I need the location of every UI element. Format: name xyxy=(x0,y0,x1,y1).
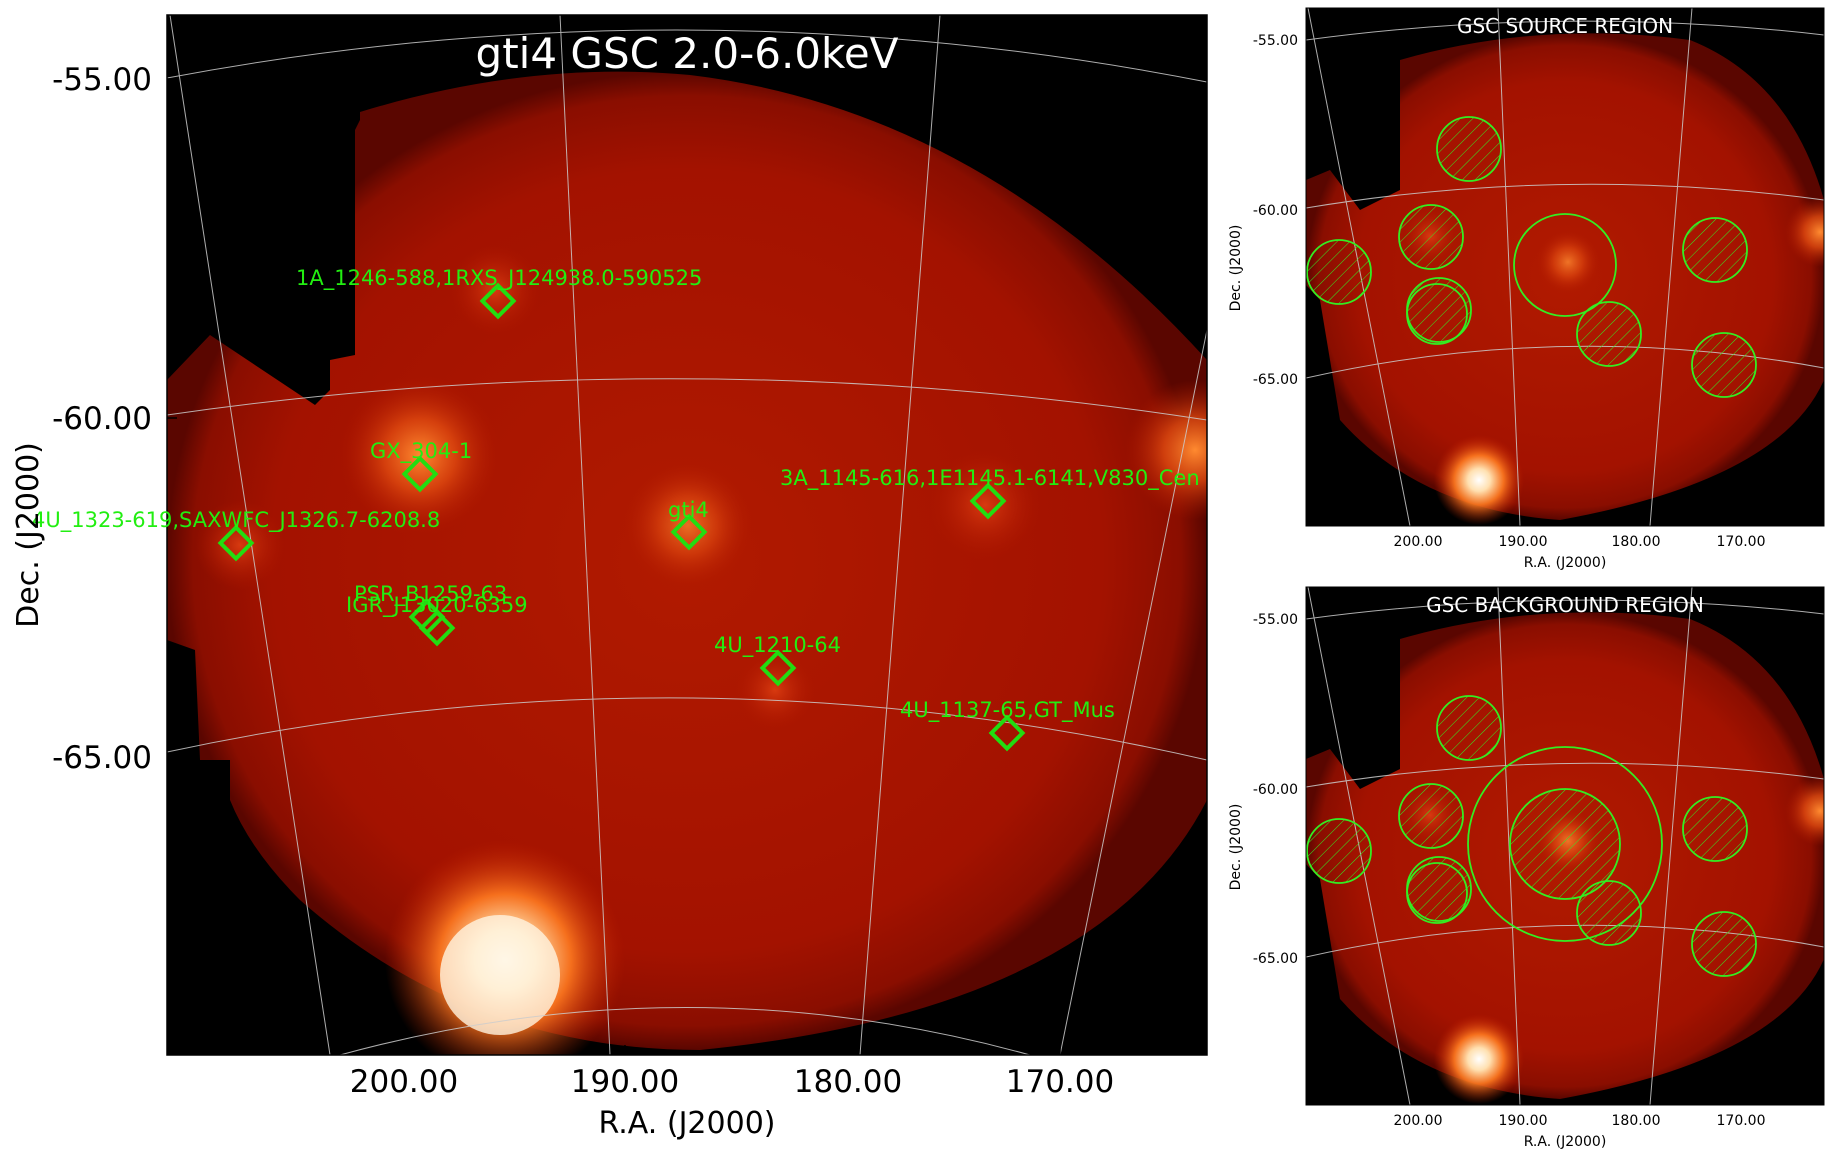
source-marker xyxy=(408,598,446,636)
source-marker xyxy=(759,649,797,687)
exclusion-region xyxy=(1691,332,1757,398)
source-label: gti4 xyxy=(668,498,709,522)
x-tick-label: 180.00 xyxy=(1612,534,1661,550)
x-tick-label: 180.00 xyxy=(1612,1113,1661,1129)
y-tick-label: -65.00 xyxy=(1253,372,1298,388)
background-annulus-inner xyxy=(1509,788,1621,900)
source-panel-y-axis-label: Dec. (J2000) xyxy=(1228,225,1244,312)
exclusion-region xyxy=(1406,283,1468,345)
y-tick-label: -55.00 xyxy=(1253,33,1298,49)
x-tick-label: 200.00 xyxy=(350,1064,458,1100)
source-label: 1A_1246-588,1RXS_J124938.0-590525 xyxy=(296,266,702,291)
source-label: 3A_1145-616,1E1145.1-6141,V830_Cen xyxy=(780,466,1200,491)
background-panel-regions xyxy=(1306,695,1757,977)
y-tick-label: -60.00 xyxy=(1253,203,1298,219)
background-panel-sky-image xyxy=(1306,587,1824,1105)
source-marker xyxy=(969,482,1007,520)
x-tick-label: 200.00 xyxy=(1394,534,1443,550)
background-region-panel: GSC BACKGROUND REGION 200.00 190.00 180.… xyxy=(1228,586,1825,1150)
source-region xyxy=(1513,213,1617,317)
main-x-tick-labels: 200.00 190.00 180.00 170.00 xyxy=(350,1064,1114,1100)
source-label: IGR_J13020-6359 xyxy=(346,593,528,618)
source-markers xyxy=(217,282,1026,752)
y-tick-label: -60.00 xyxy=(52,401,152,437)
background-annulus-outer xyxy=(1467,746,1663,942)
main-coordinate-grid xyxy=(167,15,1207,1055)
source-marker xyxy=(418,609,456,647)
exclusion-region xyxy=(1406,862,1468,924)
x-tick-label: 200.00 xyxy=(1394,1113,1443,1129)
y-tick-label: -55.00 xyxy=(52,62,152,98)
source-label: 4U_1210-64 xyxy=(714,633,841,658)
main-title: gti4 GSC 2.0-6.0keV xyxy=(476,29,899,78)
source-panel-x-tick-labels: 200.00 190.00 180.00 170.00 xyxy=(1394,534,1766,550)
x-tick-label: 190.00 xyxy=(571,1064,679,1100)
main-y-axis-label: Dec. (J2000) xyxy=(11,442,46,628)
x-tick-label: 170.00 xyxy=(1717,1113,1766,1129)
exclusion-region xyxy=(1691,911,1757,977)
source-panel-regions xyxy=(1306,116,1757,398)
source-marker xyxy=(217,524,255,562)
exclusion-region xyxy=(1682,217,1748,283)
exclusion-region xyxy=(1436,116,1502,182)
exclusion-region xyxy=(1306,818,1372,884)
exclusion-region xyxy=(1576,301,1642,367)
main-ticks xyxy=(167,78,1061,1055)
main-sky-image xyxy=(167,15,1207,1055)
y-tick-label: -55.00 xyxy=(1253,612,1298,628)
source-panel-x-axis-label: R.A. (J2000) xyxy=(1524,555,1607,571)
background-panel-title: GSC BACKGROUND REGION xyxy=(1426,593,1704,617)
source-label: 4U_1137-65,GT_Mus xyxy=(900,698,1115,723)
y-tick-label: -65.00 xyxy=(52,740,152,776)
source-panel-sky-image xyxy=(1306,8,1824,526)
x-tick-label: 180.00 xyxy=(794,1064,902,1100)
x-tick-label: 190.00 xyxy=(1499,534,1548,550)
x-tick-label: 190.00 xyxy=(1499,1113,1548,1129)
exclusion-region xyxy=(1398,204,1464,270)
source-marker xyxy=(988,714,1026,752)
source-label: GX_304-1 xyxy=(370,439,472,464)
background-panel-x-axis-label: R.A. (J2000) xyxy=(1524,1134,1607,1150)
exclusion-region xyxy=(1306,239,1372,305)
source-marker xyxy=(479,282,517,320)
source-label: PSR_B1259-63 xyxy=(354,582,507,607)
x-tick-label: 170.00 xyxy=(1006,1064,1114,1100)
source-label: 4U_1323-619,SAXWFC_J1326.7-6208.8 xyxy=(32,508,440,533)
background-panel-y-tick-labels: -55.00 -60.00 -65.00 xyxy=(1253,612,1298,967)
background-panel-x-tick-labels: 200.00 190.00 180.00 170.00 xyxy=(1394,1113,1766,1129)
main-y-tick-labels: -55.00 -60.00 -65.00 xyxy=(52,62,152,776)
exclusion-region xyxy=(1398,783,1464,849)
source-marker xyxy=(670,513,708,551)
exclusion-region xyxy=(1682,796,1748,862)
source-region-panel: GSC SOURCE REGION 200.00 190.00 180.00 1… xyxy=(1228,7,1825,571)
source-marker xyxy=(401,455,439,493)
source-panel-title: GSC SOURCE REGION xyxy=(1457,14,1673,38)
main-x-axis-label: R.A. (J2000) xyxy=(599,1106,776,1141)
x-tick-label: 170.00 xyxy=(1717,534,1766,550)
y-tick-label: -65.00 xyxy=(1253,951,1298,967)
exclusion-region xyxy=(1436,695,1502,761)
source-labels: 1A_1246-588,1RXS_J124938.0-590525 GX_304… xyxy=(32,266,1200,723)
main-frame xyxy=(166,14,1208,1056)
background-panel-y-axis-label: Dec. (J2000) xyxy=(1228,804,1244,891)
exclusion-region xyxy=(1576,880,1642,946)
source-panel-y-tick-labels: -55.00 -60.00 -65.00 xyxy=(1253,33,1298,388)
y-tick-label: -60.00 xyxy=(1253,782,1298,798)
main-panel: 1A_1246-588,1RXS_J124938.0-590525 GX_304… xyxy=(11,14,1208,1141)
